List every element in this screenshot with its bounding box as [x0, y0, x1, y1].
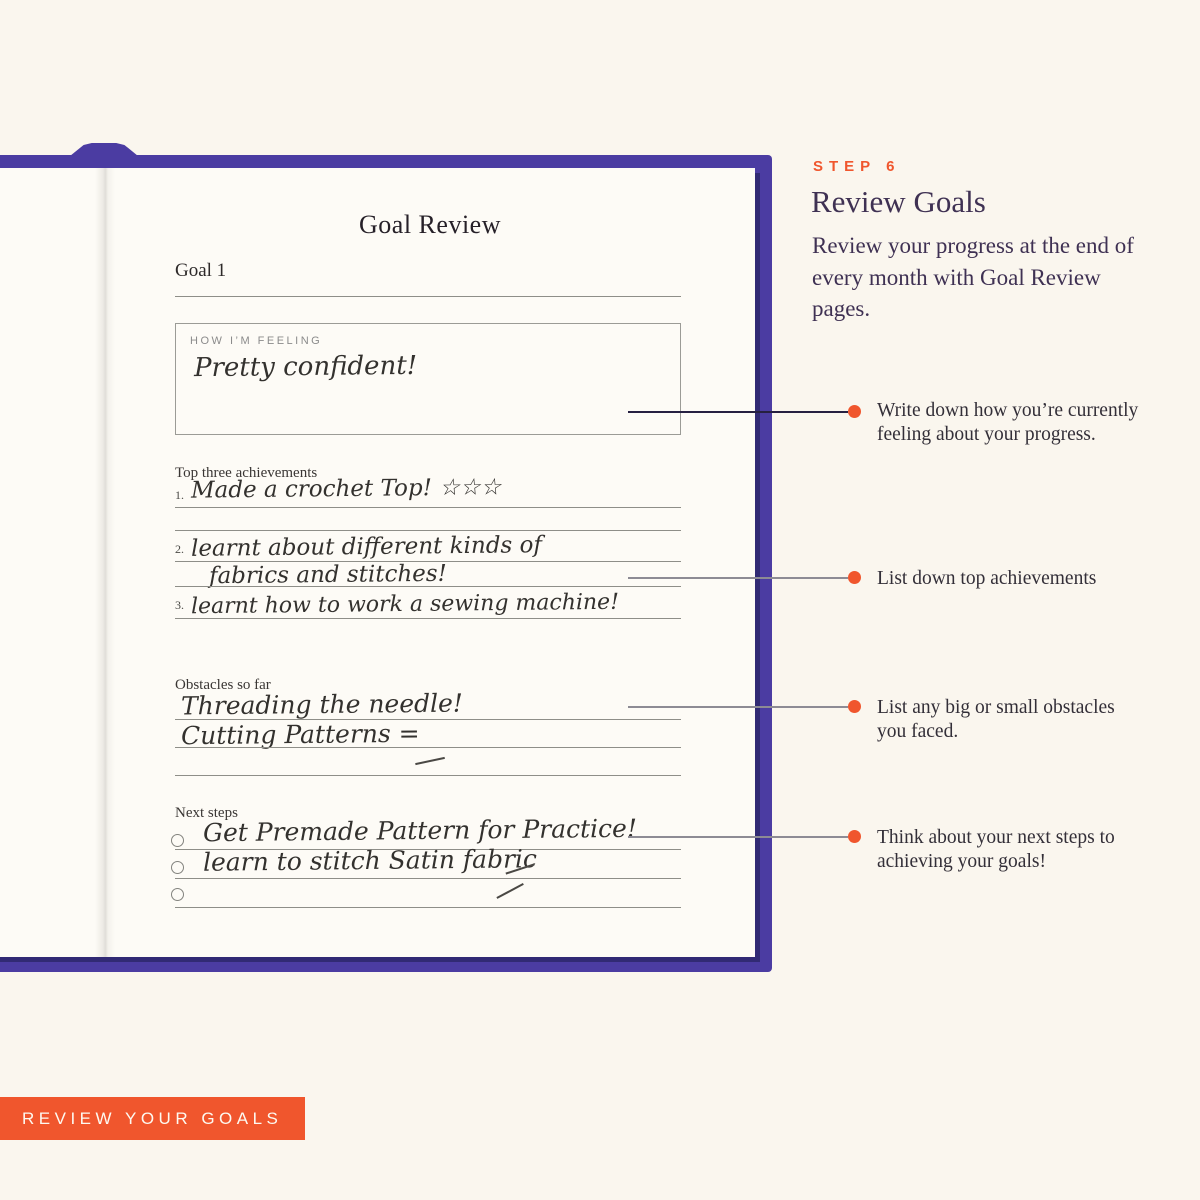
goal-number-label: Goal 1 — [175, 260, 227, 281]
checkbox-circle — [171, 834, 184, 847]
ruled-line — [175, 849, 681, 850]
callout-dot — [848, 830, 861, 843]
page-spine-shadow — [95, 168, 115, 957]
callout-dot — [848, 700, 861, 713]
achievements-label: Top three achievements — [175, 465, 318, 481]
callout-dot — [848, 405, 861, 418]
annotation-next-steps: Think about your next steps to achieving… — [877, 827, 1115, 872]
cover-spine-bump — [70, 143, 138, 156]
ruled-line — [175, 618, 681, 619]
annotation-feeling: Write down how you’re currently feeling … — [877, 400, 1139, 445]
checkbox-circle — [171, 888, 184, 901]
callout-line-next-steps — [628, 836, 848, 838]
next-step-entry: learn to stitch Satin fabric — [202, 844, 538, 877]
obstacle-entry: Threading the needle! — [180, 688, 464, 721]
achievement-entry: learnt how to work a sewing machine! — [190, 589, 620, 620]
footer-banner-label: REVIEW YOUR GOALS — [22, 1108, 283, 1128]
ruled-line — [175, 561, 681, 562]
achievement-entry: Made a crochet Top! ☆☆☆ — [190, 474, 502, 504]
callout-line-feeling — [628, 411, 848, 413]
notebook-page — [0, 168, 755, 957]
annotation-achievements: List down top achievements — [877, 568, 1097, 589]
ruled-line — [175, 747, 681, 748]
ruled-line — [175, 719, 681, 720]
ruled-line — [175, 586, 681, 587]
emphasis-marks — [496, 883, 524, 899]
feeling-box: HOW I’M FEELING Pretty confident! — [175, 323, 681, 435]
ruled-line — [175, 775, 681, 776]
journal-page-content: Goal Review Goal 1 HOW I’M FEELING Prett… — [105, 168, 755, 957]
next-steps-label: Next steps — [175, 805, 238, 821]
journal-page-title: Goal Review — [359, 210, 501, 239]
ruled-line — [175, 507, 681, 508]
achievement-number: 3. — [175, 598, 184, 612]
achievement-entry: learnt about different kinds of — [190, 532, 543, 562]
annotation-obstacles: List any big or small obstacles you face… — [877, 697, 1115, 742]
callout-dot — [848, 571, 861, 584]
checkbox-circle — [171, 861, 184, 874]
feeling-box-label: HOW I’M FEELING — [190, 335, 323, 347]
achievement-entry: fabrics and stitches! — [208, 560, 447, 590]
goal-title-rule — [175, 296, 681, 297]
obstacles-label: Obstacles so far — [175, 677, 271, 693]
emphasis-marks — [415, 756, 445, 765]
step-number-label: STEP 6 — [813, 158, 901, 175]
ruled-line — [175, 907, 681, 908]
sidebar-heading: Review Goals — [811, 184, 986, 219]
next-step-entry: Get Premade Pattern for Practice! — [202, 813, 638, 848]
callout-line-obstacles — [628, 706, 848, 708]
achievement-number: 2. — [175, 542, 184, 556]
callout-line-achievements — [628, 577, 848, 579]
obstacle-entry: Cutting Patterns = — [180, 718, 420, 751]
ruled-line — [175, 878, 681, 879]
footer-banner: REVIEW YOUR GOALS — [0, 1097, 305, 1140]
feeling-entry: Pretty confident! — [193, 350, 418, 384]
achievement-number: 1. — [175, 488, 184, 502]
sidebar-description: Review your progress at the end of every… — [812, 233, 1134, 321]
ruled-line — [175, 530, 681, 531]
